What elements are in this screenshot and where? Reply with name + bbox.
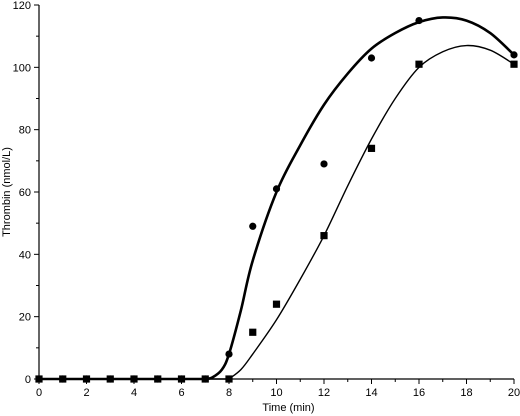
x-tick-label: 12 [318,387,330,399]
y-tick-label: 0 [25,374,31,386]
series-1-point [320,160,328,168]
x-tick-label: 16 [413,387,425,399]
series-2-point [367,144,376,152]
x-tick-label: 0 [36,387,42,399]
series-1-point [415,16,423,25]
x-tick-label: 14 [365,387,377,399]
x-axis-title: Time (min) [262,402,314,414]
y-tick-label: 20 [19,312,31,324]
series-2-point [272,300,281,308]
series-1-point [272,185,281,193]
x-tick-label: 2 [83,387,89,399]
data-markers [35,16,518,383]
y-tick-label: 80 [19,125,31,137]
series-1-fit-curve [204,16,515,381]
y-tick-label: 60 [19,187,31,199]
series-2-point [510,60,518,68]
x-tick-label: 6 [178,387,184,399]
x-tick-label: 10 [270,387,282,399]
series-2-point [415,60,423,68]
series-2-fit-curve [228,44,515,380]
x-tick-label: 18 [460,387,472,399]
series-1-point [510,51,518,59]
y-tick-label: 100 [13,62,31,74]
series-1-point [367,54,376,62]
x-tick-label: 8 [226,387,232,399]
series-2-point [249,328,257,336]
y-tick-label: 120 [13,0,31,12]
y-tick-label: 40 [19,249,31,261]
y-ticks: 0 20 40 60 80 100 120 [13,0,39,386]
y-axis-title: Thrombin (nmol/L) [1,147,13,237]
series-1-point [225,350,233,358]
series-2-point [320,232,328,240]
x-ticks: 0 2 4 6 8 10 12 14 16 18 20 [36,379,520,399]
fit-curves [39,16,515,381]
series-1-point [249,222,257,230]
x-tick-label: 4 [131,387,137,399]
x-tick-label: 20 [508,387,520,399]
